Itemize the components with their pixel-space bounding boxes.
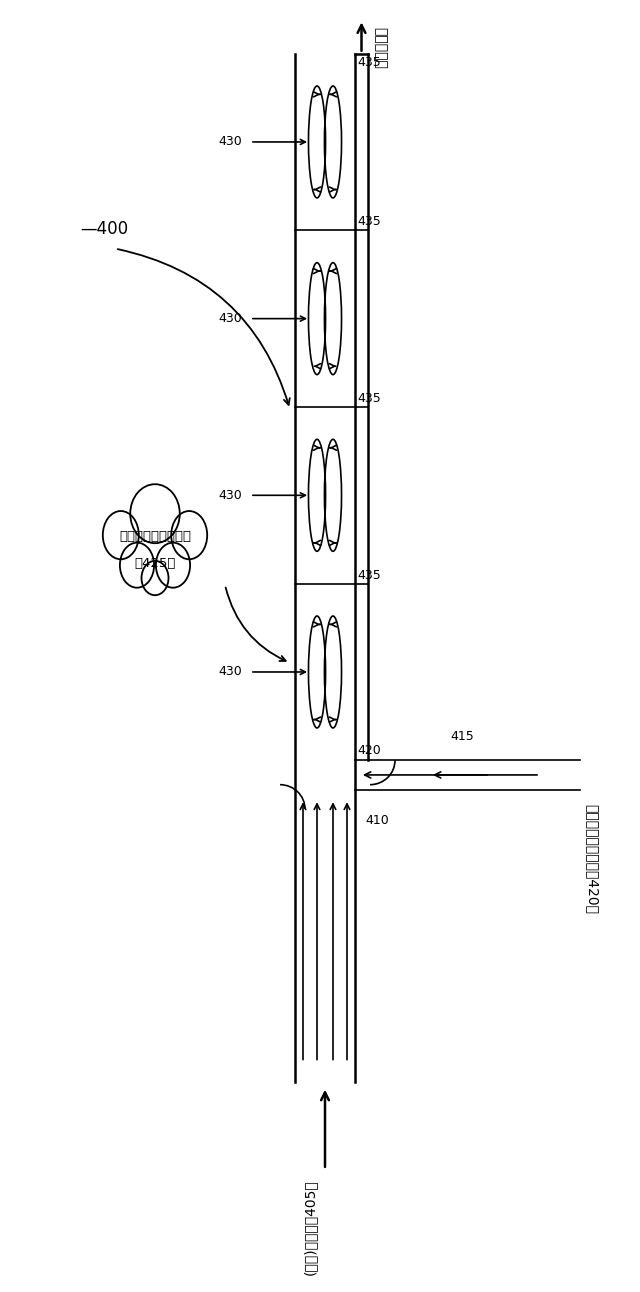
Text: 420: 420 (357, 744, 381, 757)
Text: 435: 435 (357, 568, 381, 581)
Text: 410: 410 (365, 814, 388, 827)
Text: —400: —400 (80, 220, 128, 238)
Text: 435: 435 (357, 216, 381, 229)
Text: 430: 430 (218, 488, 242, 501)
Text: (混合)反応流（405）: (混合)反応流（405） (303, 1180, 317, 1275)
Text: 430: 430 (218, 136, 242, 149)
Text: 415: 415 (450, 730, 474, 743)
Text: 430: 430 (218, 665, 242, 678)
Text: 435: 435 (357, 391, 381, 404)
Text: 430: 430 (218, 313, 242, 326)
Text: セグメント化ガス（420）: セグメント化ガス（420） (585, 804, 599, 915)
Text: 熱反応器へ: 熱反応器へ (374, 27, 387, 70)
Text: （425）: （425） (134, 557, 176, 570)
Text: 435: 435 (357, 56, 381, 68)
Text: セグメント化反応流: セグメント化反応流 (119, 530, 191, 543)
